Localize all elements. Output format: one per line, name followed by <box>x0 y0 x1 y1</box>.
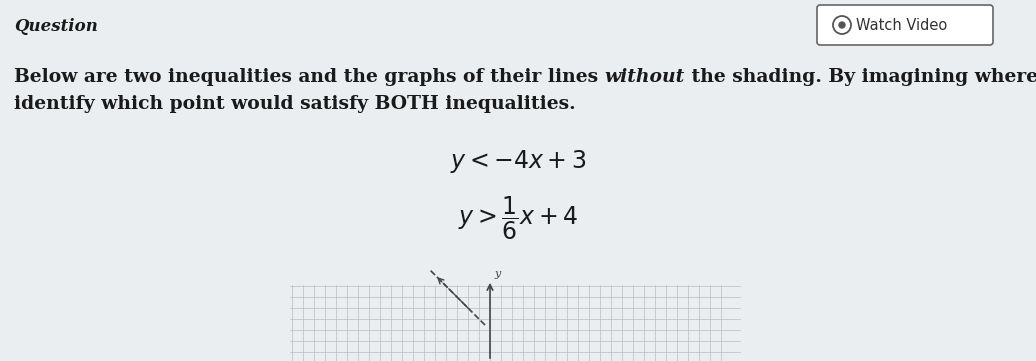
Text: $y < -4x + 3$: $y < -4x + 3$ <box>450 148 586 175</box>
Text: Below are two inequalities and the graphs of their lines: Below are two inequalities and the graph… <box>15 68 605 86</box>
Text: Watch Video: Watch Video <box>856 17 947 32</box>
Text: without: without <box>605 68 685 86</box>
Circle shape <box>839 22 845 28</box>
Text: Question: Question <box>15 18 97 35</box>
Text: the shading. By imagining where the sh: the shading. By imagining where the sh <box>685 68 1036 86</box>
FancyBboxPatch shape <box>817 5 992 45</box>
Text: y: y <box>494 269 500 279</box>
Text: identify which point would satisfy BOTH inequalities.: identify which point would satisfy BOTH … <box>15 95 576 113</box>
Text: $y > \dfrac{1}{6}x + 4$: $y > \dfrac{1}{6}x + 4$ <box>458 195 578 242</box>
